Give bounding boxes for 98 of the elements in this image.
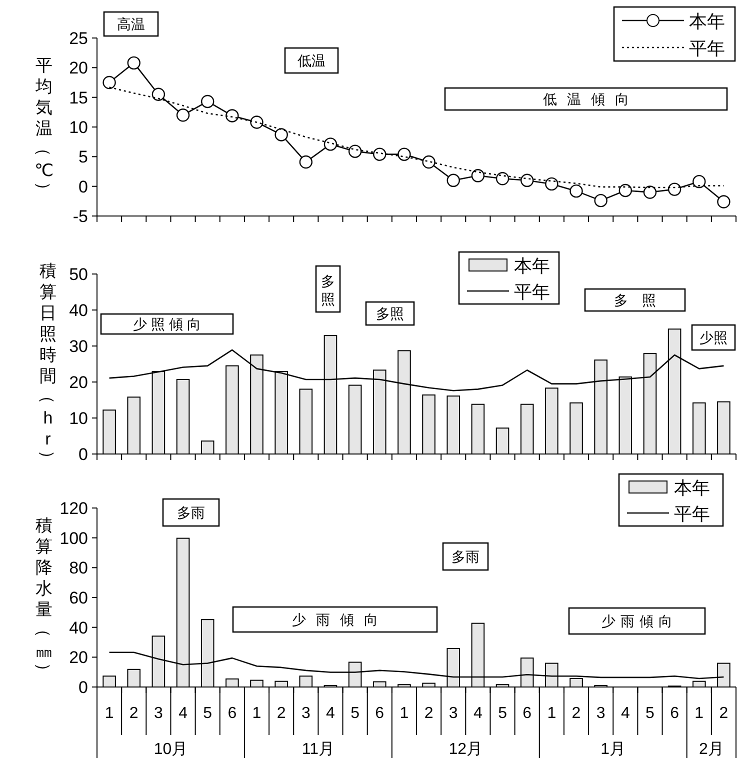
y-tick-label: 15: [69, 88, 88, 108]
annotation: 低温傾向: [543, 91, 639, 107]
point: [226, 109, 239, 122]
y-tick-label: -5: [72, 207, 88, 226]
annotation: 多雨: [177, 504, 205, 520]
text: 高温: [117, 16, 145, 32]
y-tick-label: 0: [78, 445, 88, 464]
point: [471, 169, 485, 182]
y-tick-label: 30: [69, 337, 88, 356]
x-tick-label: 6: [670, 705, 680, 722]
legend-label: 平年: [689, 38, 725, 58]
x-tick-label: 3: [301, 705, 310, 722]
legend-label: 平年: [674, 504, 710, 524]
x-tick-label: 5: [498, 705, 508, 722]
x-tick-label: 2: [719, 705, 728, 722]
y-tick-label: 80: [69, 558, 88, 578]
point: [152, 88, 166, 101]
annotation: 多照: [614, 292, 670, 308]
legend-label: 本年: [514, 256, 550, 276]
y-tick-label: 40: [69, 618, 88, 638]
annotation: 低温: [298, 52, 326, 68]
text: 積算日照時間（hr）: [38, 262, 57, 467]
y-axis-title: 積算降水量（㎜）: [34, 516, 53, 680]
point: [299, 155, 313, 169]
text: 2月: [698, 741, 724, 758]
y-tick-label: 0: [78, 678, 88, 697]
legend-label: 本年: [674, 478, 710, 498]
point: [520, 174, 534, 187]
point: [176, 108, 190, 122]
point: [618, 184, 632, 198]
x-tick-label: 5: [646, 705, 655, 722]
x-tick-label: 4: [178, 705, 188, 722]
annotation: 少照傾向: [133, 316, 205, 332]
point: [717, 195, 730, 208]
x-tick-label: 5: [203, 705, 212, 722]
x-tick-label: 2: [572, 705, 581, 722]
point: [398, 148, 411, 161]
x-tick-label: 1: [400, 705, 409, 722]
point: [570, 184, 583, 198]
annotation: 少雨傾向: [292, 612, 388, 628]
point: [200, 94, 214, 108]
y-tick-label: 20: [69, 58, 88, 78]
text: 10月: [154, 741, 188, 758]
y-tick-label: 40: [69, 301, 88, 320]
x-tick-label: 4: [326, 705, 336, 722]
y-tick-label: 100: [60, 528, 88, 548]
y-tick-label: 0: [78, 177, 88, 196]
legend-label: 本年: [689, 12, 725, 32]
point: [127, 56, 140, 70]
y-axis-title: 平均気温（℃）: [34, 56, 54, 198]
x-tick-label: 4: [473, 705, 482, 722]
annotation: 多照: [321, 273, 335, 307]
point: [324, 138, 338, 151]
point: [422, 155, 436, 169]
text: 11月: [302, 741, 334, 758]
point: [373, 148, 386, 161]
legend-label: 平年: [514, 282, 550, 302]
x-tick-label: 1: [104, 705, 114, 722]
y-tick-label: 10: [69, 118, 88, 137]
x-tick-label: 1: [252, 705, 262, 722]
point: [250, 116, 264, 129]
point: [594, 194, 608, 208]
point: [274, 128, 288, 142]
x-tick-label: 2: [276, 705, 286, 722]
point: [545, 177, 558, 191]
x-tick-label: 3: [596, 705, 606, 722]
x-tick-label: 2: [424, 705, 434, 722]
x-tick-label: 5: [350, 705, 360, 722]
x-tick-label: 1: [547, 705, 556, 722]
text: 12月: [448, 741, 483, 758]
x-tick-label: 6: [522, 705, 532, 722]
annotation: 多照: [376, 306, 404, 322]
x-tick-label: 6: [228, 705, 237, 722]
annotation: 多雨: [452, 548, 480, 564]
y-tick-label: 5: [78, 148, 88, 167]
x-tick-label: 3: [154, 705, 163, 722]
x-tick-label: 1: [694, 705, 704, 722]
annotation: 少雨傾向: [602, 613, 678, 629]
y-tick-label: 20: [69, 373, 88, 392]
y-tick-label: 120: [60, 499, 88, 518]
annotation: 少照: [700, 330, 728, 346]
point: [692, 174, 706, 188]
y-tick-label: 50: [69, 265, 88, 284]
x-tick-label: 6: [375, 705, 384, 722]
x-tick-label: 3: [448, 705, 458, 722]
y-tick-label: 60: [69, 588, 88, 608]
y-tick-label: 20: [69, 648, 88, 668]
point: [446, 174, 460, 187]
point: [496, 172, 510, 186]
y-tick-label: 25: [69, 29, 88, 48]
point: [348, 144, 362, 158]
point: [643, 186, 657, 199]
x-tick-label: 2: [129, 705, 138, 722]
point: [668, 182, 682, 196]
y-tick-label: 10: [69, 409, 88, 428]
x-tick-label: 4: [620, 705, 630, 722]
point: [102, 76, 116, 90]
text: 1月: [600, 741, 626, 758]
